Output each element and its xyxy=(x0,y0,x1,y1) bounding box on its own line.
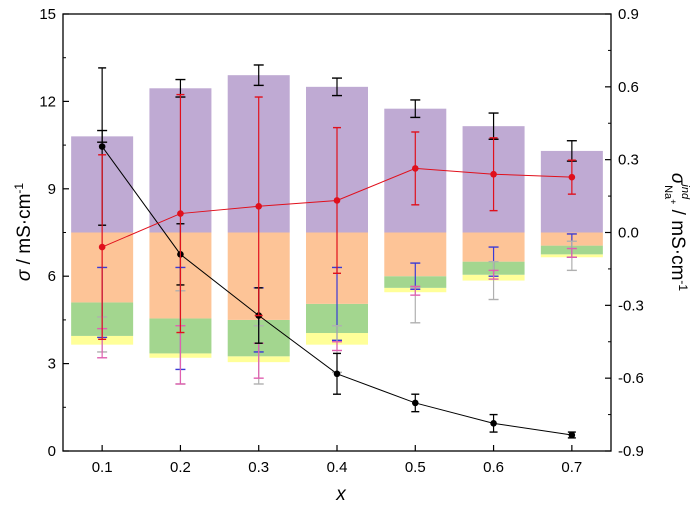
y-tick-label-left-1: 0 xyxy=(48,443,56,460)
axes-layer: 0 3 6 9 12 15 -0.9 -0.6 -0.3 0.0 0.3 0.6 0.9 0.1 0.2 0.… xyxy=(39,6,644,476)
series-red-point-4 xyxy=(333,197,341,204)
y-tick-label-right-2: -0.6 xyxy=(618,370,644,387)
y-tick-label-right-6: 0.6 xyxy=(618,79,639,96)
y-tick-label-left-2: 3 xyxy=(48,356,56,373)
y-tick-label-left-3: 6 xyxy=(48,268,56,285)
plot-layer xyxy=(71,64,603,439)
series-black-point-1 xyxy=(98,143,106,150)
series-red-point-1 xyxy=(98,243,106,251)
series-black-point-4 xyxy=(333,370,341,378)
series-red-point-6 xyxy=(490,170,497,178)
series-black-point-5 xyxy=(411,399,419,407)
x-tick-label-5: 0.5 xyxy=(405,459,426,476)
series-red-point-5 xyxy=(411,165,419,172)
x-tick-label-3: 0.3 xyxy=(248,459,269,476)
y-tick-label-right-5: 0.3 xyxy=(618,152,639,169)
y-tick-label-right-3: -0.3 xyxy=(618,297,644,314)
x-axis-label: x xyxy=(335,484,347,505)
y-tick-label-left-5: 12 xyxy=(39,93,56,110)
series-black-point-6 xyxy=(490,420,497,427)
series-red-point-7 xyxy=(568,173,576,181)
y-tick-label-right-1: -0.9 xyxy=(618,443,644,460)
series-red-point-3 xyxy=(255,202,263,210)
x-tick-label-1: 0.1 xyxy=(92,459,113,476)
x-tick-label-6: 0.6 xyxy=(483,459,504,476)
series-black-point-7 xyxy=(568,431,576,439)
y-axis-label-left: σ / mS·cm-1 xyxy=(12,183,35,281)
series-red-point-2 xyxy=(177,210,184,217)
x-tick-label-7: 0.7 xyxy=(561,459,582,476)
y-tick-label-left-6: 15 xyxy=(39,6,56,23)
y-tick-label-right-4: 0.0 xyxy=(618,225,639,242)
y-tick-label-right-7: 0.9 xyxy=(618,6,639,23)
y-axis-label-right: σindNa+ / mS·cm-1 xyxy=(662,173,691,291)
x-tick-label-4: 0.4 xyxy=(327,459,348,476)
y-tick-label-left-4: 9 xyxy=(48,181,56,198)
x-tick-label-2: 0.2 xyxy=(170,459,191,476)
